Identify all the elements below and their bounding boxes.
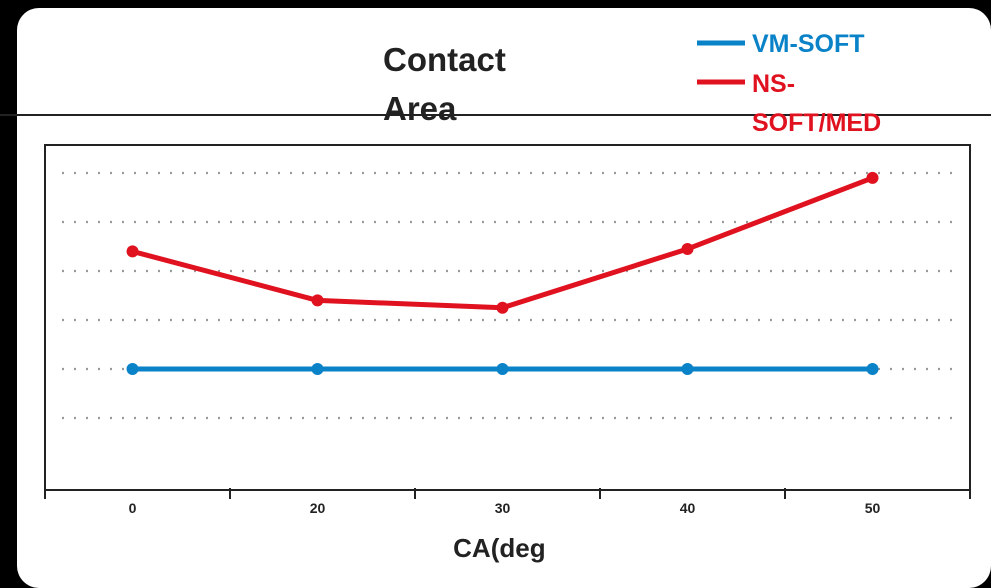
x-tick-label: 20 [310, 500, 326, 516]
plot-area [44, 144, 971, 491]
legend-label-vm-soft: VM-SOFT [752, 30, 865, 58]
x-tick-label: 0 [129, 500, 137, 516]
x-tick-label: 50 [865, 500, 881, 516]
legend-label-ns-soft-med: NS- SOFT/MED [752, 70, 881, 137]
x-tick-label: 40 [680, 500, 696, 516]
data-point [496, 301, 509, 314]
x-axis-label-line-1: CA(deg [453, 533, 545, 563]
chart-title-line-2: Area [383, 90, 457, 127]
data-point [311, 294, 324, 307]
chart-svg: Contact Area VM-SOFT NS- SOFT/MED 0 20 30 4… [0, 30, 991, 568]
legend-label-ns-soft-med-line-1: NS- [752, 70, 795, 98]
x-axis: 0 20 30 40 50 [44, 488, 971, 516]
data-point [311, 363, 324, 375]
data-point [866, 171, 879, 184]
legend: VM-SOFT NS- SOFT/MED [697, 30, 881, 137]
data-point [126, 245, 139, 258]
x-tick-label: 30 [495, 500, 511, 516]
data-point [866, 363, 879, 375]
legend-label-vm-soft-line-1: VM-SOFT [752, 30, 865, 58]
x-axis-label: CA(deg ) [453, 533, 553, 568]
series [126, 171, 879, 375]
data-point [681, 363, 694, 375]
data-point [496, 363, 509, 375]
chart-title: Contact Area [383, 41, 515, 127]
data-point [126, 363, 139, 375]
data-point [681, 242, 694, 255]
chart-title-line-1: Contact [383, 41, 506, 78]
legend-label-ns-soft-med-line-2: SOFT/MED [752, 109, 881, 137]
